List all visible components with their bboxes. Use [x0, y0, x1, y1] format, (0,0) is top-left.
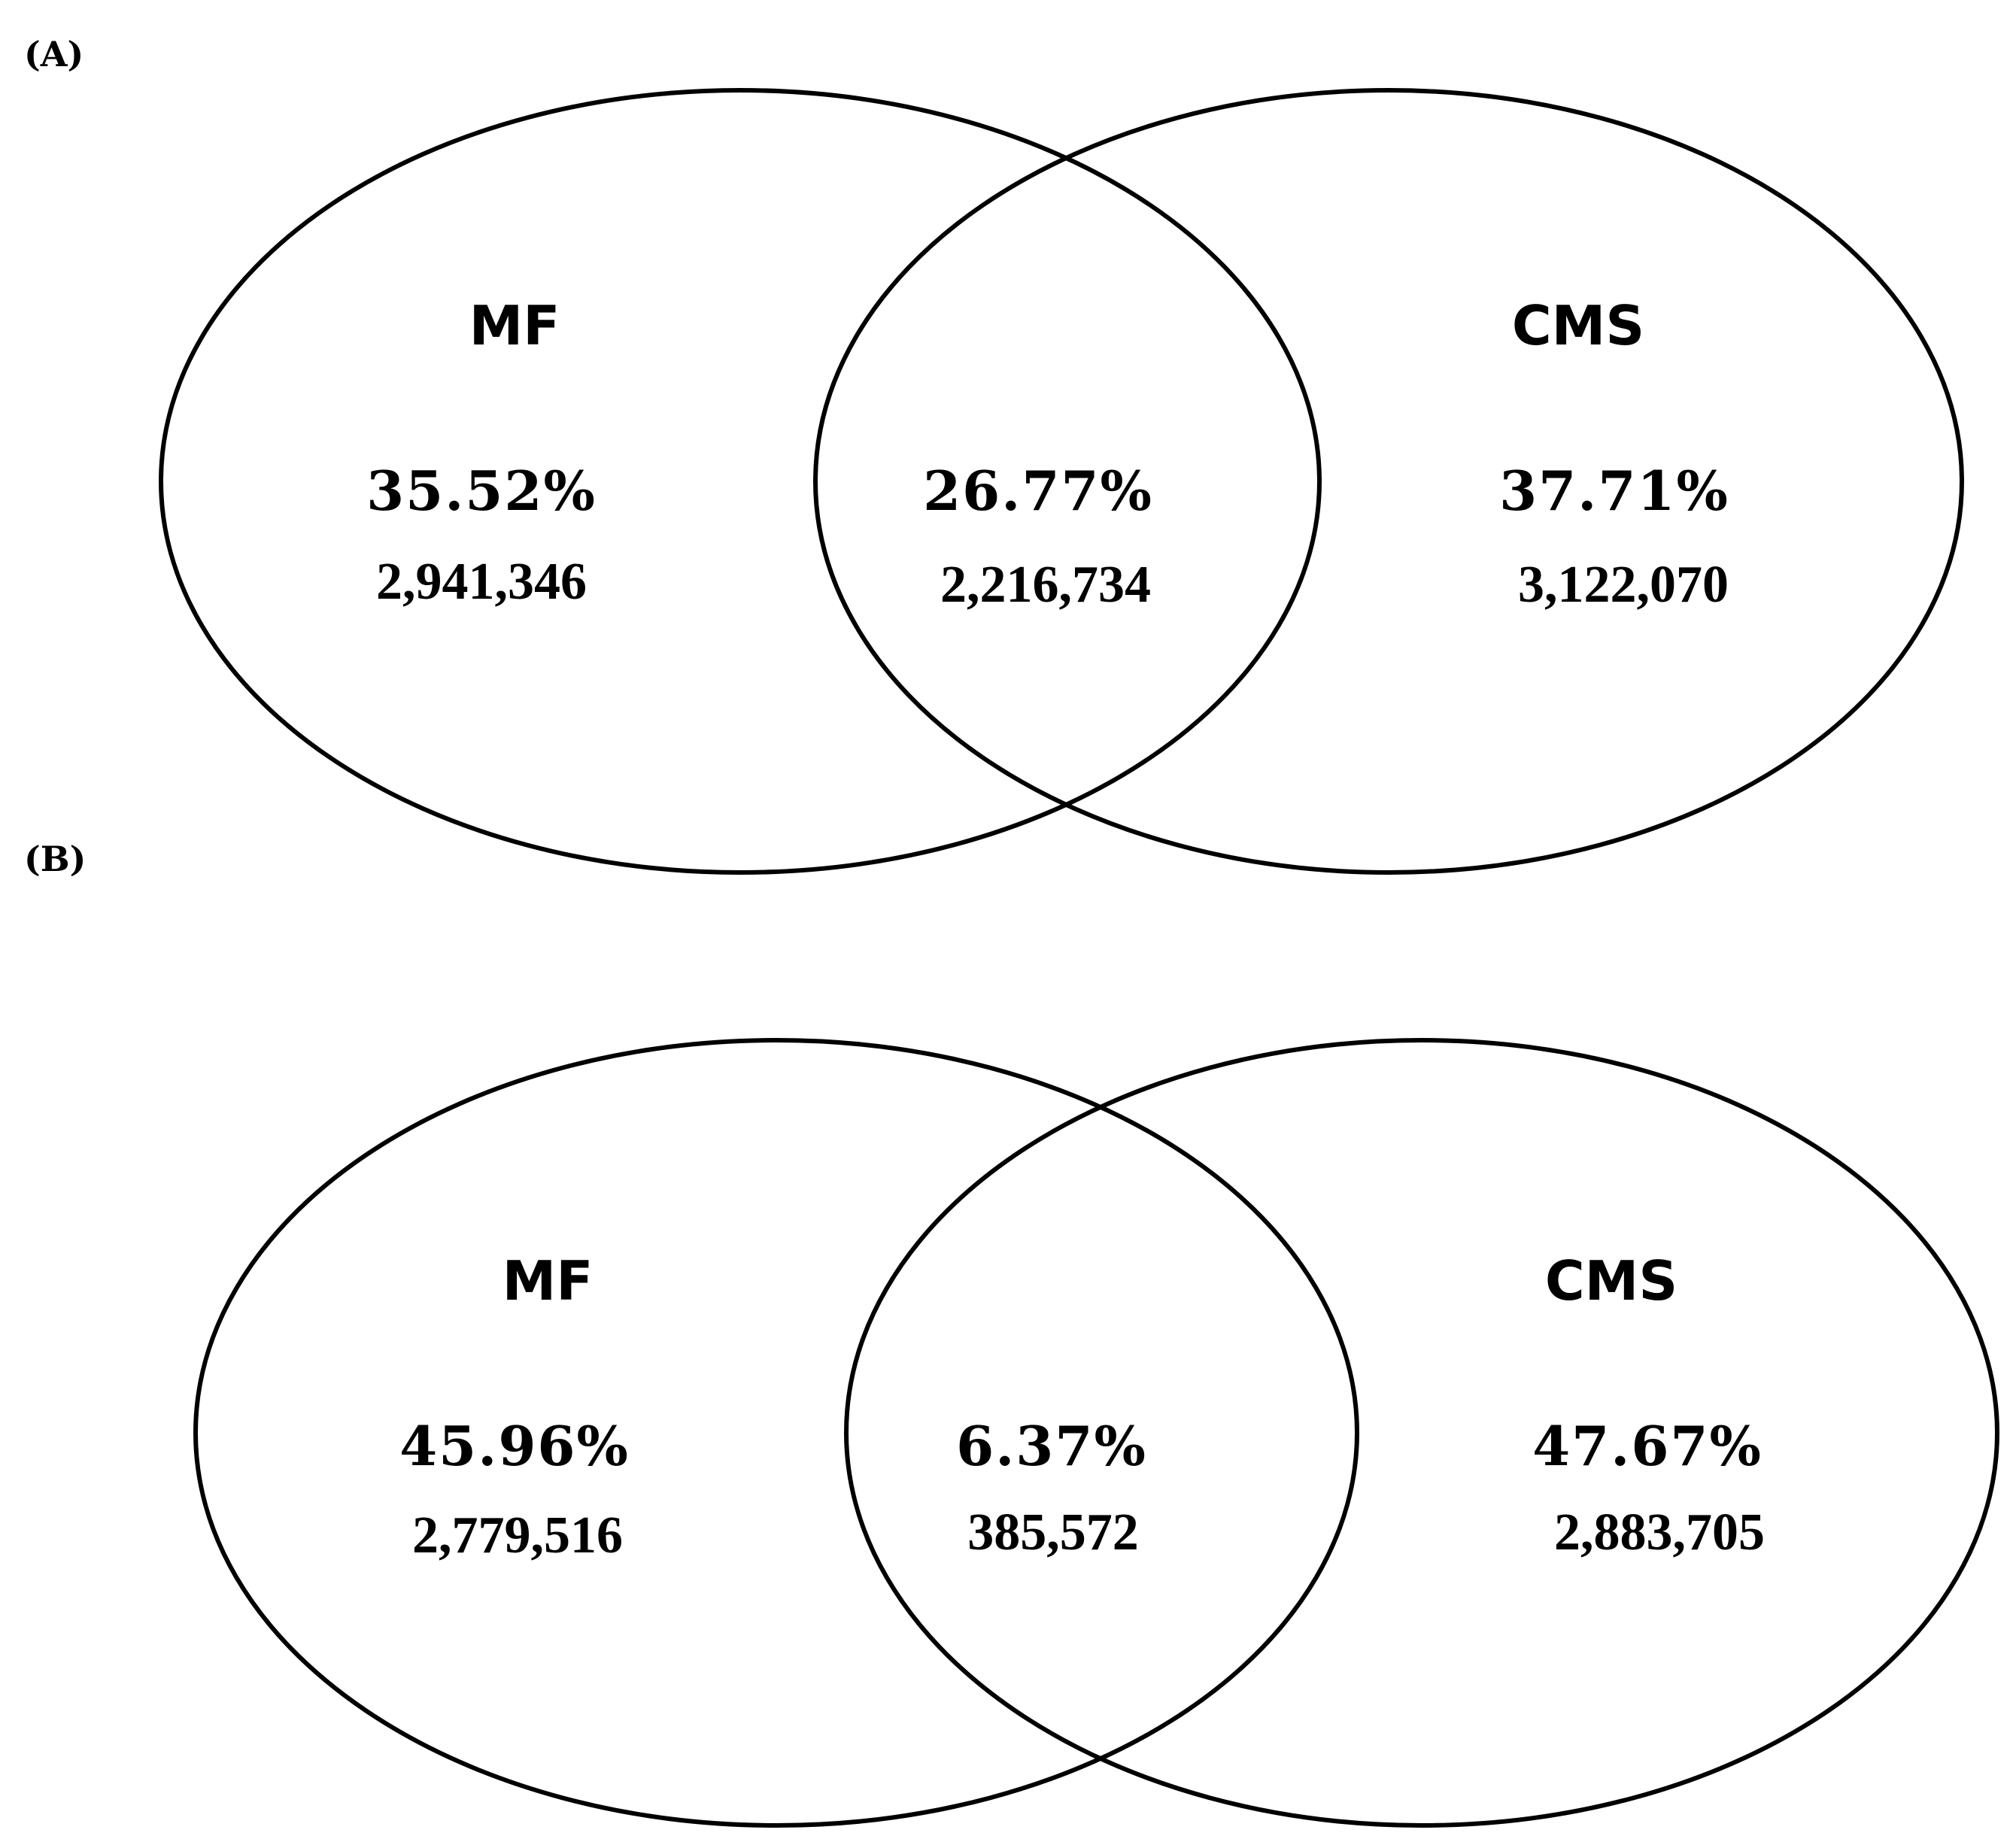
- panel-b: (B) MF 45.96% 2,779,516 6.37% 385,572 CM…: [24, 839, 1999, 1828]
- mf-count-b: 2,779,516: [412, 1507, 623, 1564]
- cms-ellipse-a: [813, 88, 1964, 875]
- overlap-count-a: 2,216,734: [940, 556, 1151, 614]
- mf-ellipse-b: [193, 1038, 1359, 1828]
- panel-b-label: (B): [24, 839, 86, 879]
- panel-a: (A) MF 35.52% 2,941,346 26.77% 2,216,734…: [24, 34, 1964, 875]
- mf-ellipse-a: [159, 88, 1322, 875]
- cms-ellipse-b: [844, 1038, 1999, 1828]
- cms-set-name-b: CMS: [1545, 1249, 1677, 1312]
- mf-percent-b: 45.96%: [399, 1414, 630, 1478]
- cms-set-name-a: CMS: [1512, 294, 1644, 357]
- cms-count-b: 2,883,705: [1554, 1504, 1765, 1561]
- panel-a-label: (A): [24, 34, 83, 74]
- mf-set-name-a: MF: [469, 294, 560, 357]
- cms-percent-b: 47.67%: [1532, 1414, 1762, 1478]
- mf-percent-a: 35.52%: [366, 459, 597, 523]
- overlap-percent-a: 26.77%: [923, 459, 1153, 523]
- mf-count-a: 2,941,346: [376, 553, 587, 611]
- cms-percent-a: 37.71%: [1499, 459, 1729, 523]
- mf-set-name-b: MF: [502, 1249, 594, 1312]
- cms-count-a: 3,122,070: [1518, 556, 1729, 614]
- overlap-percent-b: 6.37%: [956, 1414, 1147, 1478]
- overlap-count-b: 385,572: [967, 1504, 1139, 1561]
